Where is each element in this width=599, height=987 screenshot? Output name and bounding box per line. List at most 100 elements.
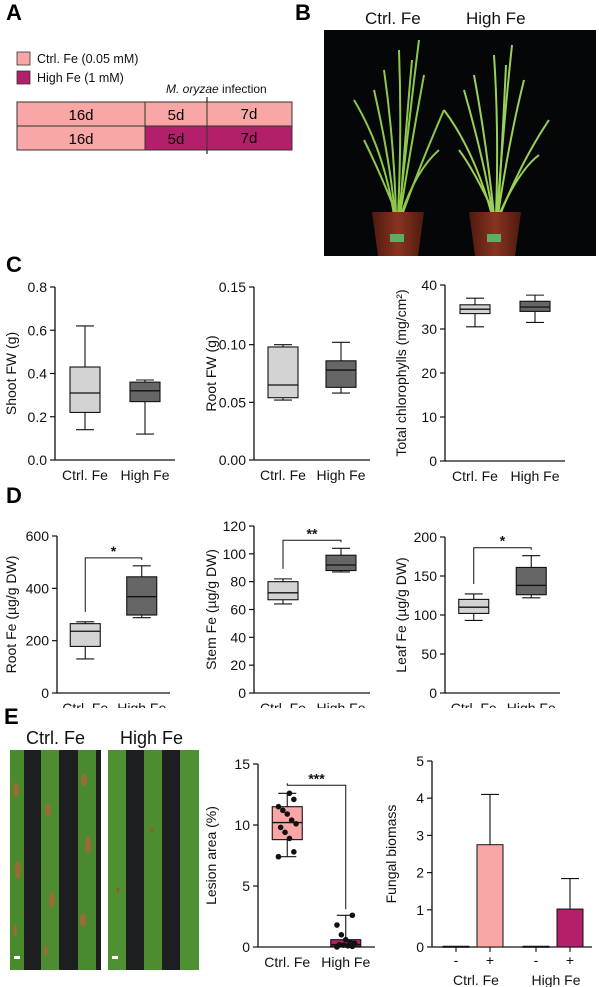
chart-stem_fe-xtick-label: High Fe — [316, 700, 365, 708]
chart-root_fe-xtick-label: High Fe — [117, 700, 166, 708]
chart-root-fw: 0.00 0.05 0.10 0.15 Root FW (g) Ctrl. Fe High … — [203, 279, 370, 483]
leaf-photo-high — [108, 750, 199, 970]
chart-stem_fe-ytick-label: 100 — [223, 546, 247, 562]
photo-e-title-high: High Fe — [120, 728, 184, 748]
row2-seg1 — [16, 125, 146, 151]
chart-root_fw-box — [325, 360, 357, 388]
chart-shoot_fw-ylabel: Shoot FW (g) — [3, 332, 19, 415]
chart-leaf_fe-box — [515, 566, 547, 596]
chart-leaf-fe: 0 50 100 150 200 Leaf Fe (µg/g DW) Ctrl. Fe Hig… — [393, 529, 560, 708]
chart-stem_fe-ytick-label: 0 — [238, 685, 246, 701]
row2-seg3 — [206, 125, 293, 151]
legend-label-ctrl: Ctrl. Fe (0.05 mM) — [37, 52, 138, 66]
legend-label-high: High Fe (1 mM) — [37, 71, 124, 85]
chart-chlorophyll-xtick-label: Ctrl. Fe — [452, 468, 498, 484]
chart-shoot_fw-ytick-label: 0.0 — [28, 452, 48, 468]
chart-lesion-area: 0 5 10 15 Lesion area (%) Ctrl. Fe High Fe *** — [203, 756, 375, 970]
chart-chlorophyll-ylabel: Total chlorophylls (mg/cm²) — [393, 289, 409, 456]
chart-stem_fe-significance-label: ** — [307, 525, 318, 541]
chart-stem_fe-xtick-label: Ctrl. Fe — [260, 700, 306, 708]
chart-lesion_area-data-point — [286, 790, 293, 797]
chart-leaf_fe-box — [458, 598, 490, 614]
row2-seg1-label: 16d — [68, 131, 93, 148]
chart-lesion_area-data-point — [288, 817, 295, 823]
chart-root_fe-significance-bracket — [84, 557, 143, 612]
row2-seg3-label: 7d — [241, 130, 258, 147]
panel-label-d: D — [6, 483, 22, 508]
chart-leaf_fe-ylabel: Leaf Fe (µg/g DW) — [393, 557, 409, 672]
chart-root_fe-box — [69, 623, 101, 647]
chart-lesion_area-data-point — [291, 849, 297, 855]
chart-stem_fe-significance-bracket — [282, 539, 342, 569]
chart-root_fe-ytick-label: 0 — [41, 685, 49, 701]
chart-root_fe-xtick-label: Ctrl. Fe — [62, 700, 108, 708]
plant-photo — [324, 30, 596, 256]
chart-stem_fe-ytick-label: 20 — [230, 657, 246, 673]
panel-label-c: C — [6, 252, 22, 277]
chart-lesion_area-data-point — [293, 820, 299, 827]
chart-root_fw-xtick-label: High Fe — [316, 467, 365, 483]
chart-root_fw-ytick-label: 0.10 — [219, 337, 246, 353]
chart-leaf_fe-significance-label: * — [500, 533, 506, 549]
chart-root_fw-ylabel: Root FW (g) — [203, 335, 219, 411]
chart-shoot-fw: 0.0 0.2 0.4 0.6 0.8 Shoot FW (g) Ctrl. Fe High … — [3, 279, 175, 483]
chart-leaf_fe-ytick-label: 0 — [429, 685, 437, 701]
chart-chlorophyll-ytick-label: 0 — [429, 453, 437, 469]
chart-shoot_fw-ytick-label: 0.6 — [28, 322, 48, 338]
chart-root_fe-significance-label: * — [111, 543, 117, 559]
chart-lesion_area-data-point — [347, 939, 353, 945]
chart-leaf_fe-significance-bracket — [473, 547, 532, 584]
row1-seg2-label: 5d — [168, 107, 185, 124]
chart-lesion_area-significance-label: *** — [308, 770, 325, 786]
photo-b-title-high: High Fe — [466, 9, 526, 28]
chart-root_fw-ytick-label: 0.05 — [219, 394, 246, 410]
chart-lesion_area-ytick-label: 15 — [234, 756, 250, 772]
chart-stem_fe-box — [267, 581, 299, 601]
chart-fungal_biomass-ytick-label: 4 — [416, 790, 424, 806]
chart-lesion_area-ytick-label: 0 — [242, 939, 250, 955]
photo-e-title-ctrl: Ctrl. Fe — [26, 728, 86, 748]
timeline-diagram: Ctrl. Fe (0.05 mM) High Fe (1 mM) M. ory… — [16, 51, 293, 154]
chart-lesion_area-data-point — [275, 853, 282, 860]
chart-root_fe-ylabel: Root Fe (µg/g DW) — [3, 556, 19, 674]
chart-fungal-biomass: 0 1 2 3 4 5 Fungal biomass Ctrl. Fe - + High Fe - + — [383, 753, 592, 987]
chart-leaf_fe-ytick-label: 150 — [414, 568, 438, 584]
chart-stem_fe-box — [325, 554, 357, 572]
chart-chlorophyll-xtick-label: High Fe — [510, 468, 559, 484]
chart-stem_fe-ytick-label: 60 — [230, 602, 246, 618]
chart-lesion_area-data-point — [277, 824, 284, 831]
chart-shoot_fw-ytick-label: 0.4 — [28, 366, 48, 382]
plant-ctrl — [353, 39, 445, 216]
chart-root_fe-ytick-label: 600 — [26, 528, 50, 544]
chart-fungal_biomass-xtick-label: - — [454, 952, 459, 968]
chart-lesion_area-data-point — [275, 803, 282, 810]
chart-leaf_fe-xtick-label: High Fe — [507, 700, 556, 708]
chart-root_fe-ytick-label: 400 — [26, 580, 50, 596]
chart-shoot_fw-xtick-label: Ctrl. Fe — [62, 467, 108, 483]
chart-lesion_area-xtick-label: Ctrl. Fe — [264, 954, 310, 970]
chart-chlorophyll-ytick-label: 40 — [421, 277, 437, 293]
chart-root_fw-xtick-label: Ctrl. Fe — [260, 467, 306, 483]
infection-word: infection — [219, 82, 267, 96]
chart-chlorophyll-ytick-label: 10 — [421, 409, 437, 425]
chart-lesion_area-significance-bracket — [286, 783, 347, 910]
chart-fungal_biomass-group-label: High Fe — [531, 972, 580, 987]
chart-lesion_area-data-point — [284, 811, 291, 817]
chart-fungal_biomass-ytick-label: 1 — [416, 902, 424, 918]
panel-label-b: B — [295, 0, 311, 25]
chart-root_fe-ytick-label: 200 — [26, 633, 50, 649]
chart-stem_fe-ytick-label: 80 — [230, 574, 246, 590]
chart-fungal_biomass-xtick-label: - — [534, 952, 539, 968]
leaf-photo-ctrl-drawing — [10, 750, 96, 970]
infection-label: M. oryzae infection — [166, 82, 267, 96]
chart-leaf_fe-xtick-label: Ctrl. Fe — [451, 700, 497, 708]
chart-chlorophyll-box — [519, 300, 551, 312]
chart-fungal_biomass-group-label: Ctrl. Fe — [453, 972, 499, 987]
pot-ctrl-tag — [390, 234, 404, 242]
chart-lesion_area-ylabel: Lesion area (%) — [203, 806, 219, 905]
panel-label-a: A — [6, 0, 22, 25]
chart-lesion_area-data-point — [351, 940, 358, 947]
chart-stem_fe-ytick-label: 120 — [223, 518, 247, 534]
chart-stem_fe-ylabel: Stem Fe (µg/g DW) — [203, 549, 219, 670]
chart-chlorophyll-ytick-label: 20 — [421, 365, 437, 381]
